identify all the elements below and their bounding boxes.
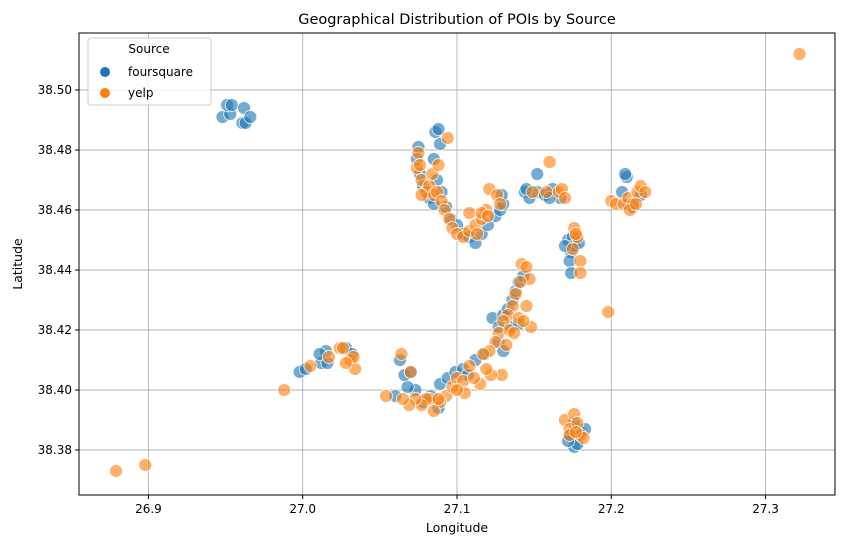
chart-title: Geographical Distribution of POIs by Sou… xyxy=(298,12,616,28)
y-axis-ticks: 38.38 38.40 38.42 38.44 38.46 38.48 38.50 xyxy=(38,83,79,457)
point-yelp xyxy=(462,359,477,373)
point-yelp xyxy=(507,326,522,340)
point-yelp xyxy=(558,191,572,205)
point-yelp xyxy=(138,458,153,472)
point-yelp xyxy=(396,392,410,406)
x-axis-label: Longitude xyxy=(426,520,488,535)
point-yelp xyxy=(338,356,353,370)
point-yelp xyxy=(792,47,807,61)
legend: Source foursquare yelp xyxy=(87,37,212,106)
series-yelp xyxy=(109,47,807,478)
point-yelp xyxy=(426,404,441,418)
point-yelp xyxy=(508,287,523,301)
point-foursquare xyxy=(243,110,258,124)
point-yelp xyxy=(638,185,653,199)
y-tick-label: 38.50 xyxy=(38,83,72,97)
y-tick-label: 38.42 xyxy=(38,323,72,337)
point-yelp xyxy=(411,146,426,160)
legend-box xyxy=(87,37,212,106)
point-yelp xyxy=(109,464,123,478)
y-tick-label: 38.38 xyxy=(38,443,72,457)
x-tick-label: 27.0 xyxy=(289,502,316,516)
point-yelp xyxy=(467,371,481,385)
point-yelp xyxy=(480,209,495,223)
point-yelp xyxy=(573,266,588,280)
point-yelp xyxy=(403,365,418,379)
point-yelp xyxy=(470,227,485,241)
point-yelp xyxy=(462,206,477,220)
point-yelp xyxy=(476,347,491,361)
point-yelp xyxy=(450,383,464,397)
y-tick-label: 38.40 xyxy=(38,383,72,397)
x-tick-label: 26.9 xyxy=(135,502,162,516)
point-yelp xyxy=(431,158,446,172)
legend-marker-yelp xyxy=(100,88,110,98)
point-yelp xyxy=(519,260,534,274)
point-yelp xyxy=(303,359,318,373)
legend-label-foursquare: foursquare xyxy=(128,65,193,79)
y-axis-label: Latitude xyxy=(10,238,25,290)
point-yelp xyxy=(516,314,531,328)
y-tick-label: 38.48 xyxy=(38,143,72,157)
point-yelp xyxy=(379,389,393,403)
point-foursquare xyxy=(431,122,446,136)
legend-title: Source xyxy=(128,42,169,56)
point-yelp xyxy=(568,227,583,241)
point-yelp xyxy=(499,338,514,352)
point-foursquare xyxy=(618,167,633,181)
point-yelp xyxy=(414,188,429,202)
point-yelp xyxy=(513,275,528,289)
legend-marker-foursquare xyxy=(100,67,110,77)
point-yelp xyxy=(542,155,557,169)
point-yelp xyxy=(565,242,580,256)
legend-label-yelp: yelp xyxy=(128,86,153,100)
point-yelp xyxy=(519,299,534,313)
point-yelp xyxy=(335,341,350,355)
point-yelp xyxy=(573,254,588,268)
y-tick-label: 38.46 xyxy=(38,203,72,217)
point-yelp xyxy=(394,347,409,361)
point-yelp xyxy=(629,197,643,211)
point-yelp xyxy=(539,185,554,199)
data-points xyxy=(109,47,807,478)
y-tick-label: 38.44 xyxy=(38,263,72,277)
point-yelp xyxy=(601,305,616,319)
point-yelp xyxy=(525,185,540,199)
x-tick-label: 27.1 xyxy=(444,502,471,516)
point-yelp xyxy=(440,131,455,145)
point-yelp xyxy=(479,362,494,376)
point-yelp xyxy=(321,350,336,364)
point-foursquare xyxy=(530,167,545,181)
x-tick-label: 27.2 xyxy=(598,502,625,516)
point-foursquare xyxy=(224,98,239,112)
point-yelp xyxy=(413,158,427,172)
point-foursquare xyxy=(400,380,415,394)
x-tick-label: 27.3 xyxy=(752,502,779,516)
x-axis-ticks: 26.9 27.0 27.1 27.2 27.3 xyxy=(135,495,779,516)
point-yelp xyxy=(568,425,583,439)
point-yelp xyxy=(493,197,508,211)
point-yelp xyxy=(277,383,292,397)
point-yelp xyxy=(431,392,446,406)
